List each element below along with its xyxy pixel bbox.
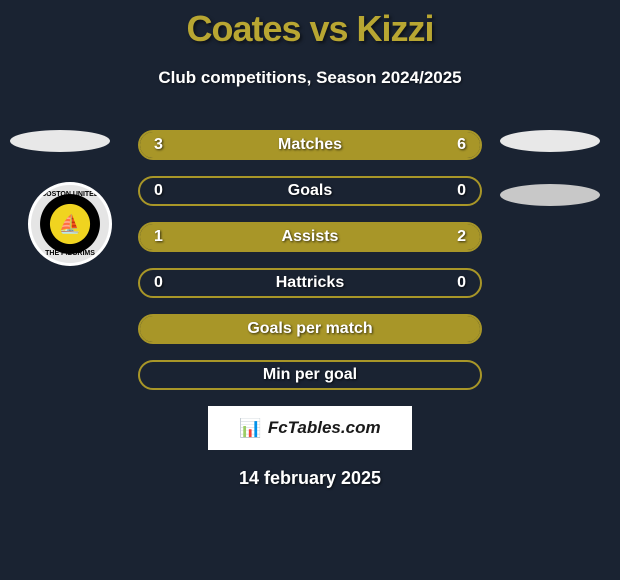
stat-value-right: 0 — [457, 182, 466, 200]
player-right-badge-2 — [500, 184, 600, 206]
stat-bar: Goals per match — [138, 314, 482, 344]
stat-value-right: 2 — [457, 228, 466, 246]
stat-value-right: 0 — [457, 274, 466, 292]
stat-bar: 3 Matches 6 — [138, 130, 482, 160]
stat-value-right: 6 — [457, 136, 466, 154]
club-text-top: BOSTON UNITED — [41, 191, 99, 198]
club-badge-inner: BOSTON UNITED ⛵ THE PILGRIMS — [35, 189, 105, 259]
stat-label: Goals per match — [247, 320, 372, 338]
chart-icon: 📊 — [239, 418, 261, 439]
stat-value-left: 0 — [154, 274, 163, 292]
comparison-panel: BOSTON UNITED ⛵ THE PILGRIMS 3 Matches 6 0 G… — [0, 130, 620, 390]
club-text-bottom: THE PILGRIMS — [45, 250, 95, 257]
stat-label: Hattricks — [276, 274, 344, 292]
watermark-text: FcTables.com — [268, 418, 381, 438]
stat-bar: Min per goal — [138, 360, 482, 390]
season-subtitle: Club competitions, Season 2024/2025 — [0, 68, 620, 88]
stat-bars: 3 Matches 6 0 Goals 0 1 Assists 2 0 Hattricks 0 Goal… — [138, 130, 482, 390]
stat-bar: 0 Hattricks 0 — [138, 268, 482, 298]
page-title: Coates vs Kizzi — [0, 8, 620, 50]
ship-icon: ⛵ — [59, 214, 81, 235]
stat-label: Min per goal — [263, 366, 357, 384]
stat-bar: 0 Goals 0 — [138, 176, 482, 206]
stat-value-left: 1 — [154, 228, 163, 246]
stat-value-left: 0 — [154, 182, 163, 200]
snapshot-date: 14 february 2025 — [0, 468, 620, 489]
player-right-badge-1 — [500, 130, 600, 152]
watermark[interactable]: 📊 FcTables.com — [208, 406, 412, 450]
stat-label: Matches — [278, 136, 342, 154]
player-left-badge-1 — [10, 130, 110, 152]
stat-label: Goals — [288, 182, 332, 200]
header: Coates vs Kizzi Club competitions, Seaso… — [0, 0, 620, 88]
stat-value-left: 3 — [154, 136, 163, 154]
stat-label: Assists — [282, 228, 339, 246]
club-badge: BOSTON UNITED ⛵ THE PILGRIMS — [28, 182, 112, 266]
stat-bar: 1 Assists 2 — [138, 222, 482, 252]
